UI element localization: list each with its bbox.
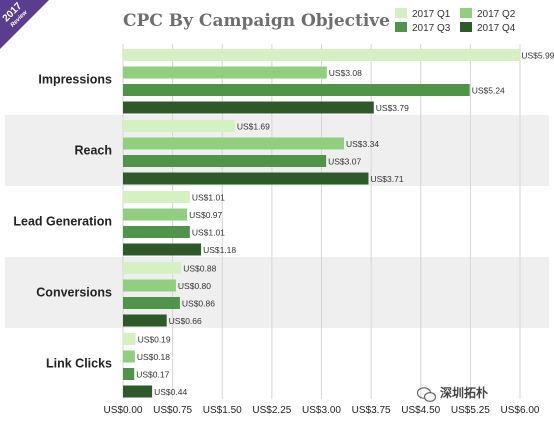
bar	[123, 137, 344, 150]
bar	[123, 101, 374, 114]
bar-value-label: US$3.34	[346, 139, 379, 149]
wechat-icon	[416, 387, 437, 403]
legend-label: 2017 Q1	[412, 9, 451, 20]
category-label: Impressions	[38, 73, 112, 87]
bar-value-label: US$5.99	[521, 51, 554, 61]
legend-label: 2017 Q4	[477, 23, 516, 34]
bar	[123, 368, 135, 380]
bar	[123, 120, 235, 132]
watermark: 深圳拓朴	[416, 385, 488, 403]
bar-value-label: US$3.08	[329, 68, 362, 78]
bar-value-label: US$0.88	[183, 264, 216, 274]
legend-label: 2017 Q2	[477, 9, 516, 20]
category-labels: Impressions Reach Lead Generation Conversio…	[13, 73, 112, 371]
corner-ribbon: 2017 Review	[0, 0, 49, 49]
bar	[123, 155, 327, 167]
bar-value-label: US$0.97	[189, 210, 222, 220]
category-label: Conversions	[36, 286, 112, 300]
bar	[123, 350, 135, 363]
bar-value-label: US$0.18	[137, 352, 170, 362]
x-tick-label: US$0.00	[104, 405, 143, 416]
legend: 2017 Q1 2017 Q2 2017 Q3 2017 Q4	[395, 8, 516, 34]
bar	[123, 243, 202, 256]
legend-swatch	[395, 22, 407, 32]
bar-value-label: US$0.44	[154, 387, 187, 397]
x-axis-ticks: US$0.00 US$0.75 US$1.50 US$2.25 US$3.00 US$3.…	[104, 405, 540, 416]
bar	[123, 66, 327, 79]
bar	[123, 191, 190, 203]
category-band	[5, 257, 549, 328]
bar-value-label: US$1.18	[203, 245, 236, 255]
category-label: Link Clicks	[46, 357, 112, 371]
bar-value-label: US$3.79	[376, 103, 409, 113]
legend-label: 2017 Q3	[412, 23, 451, 34]
bar	[123, 226, 190, 238]
legend-swatch	[460, 22, 472, 32]
bar-value-label: US$0.19	[138, 335, 171, 345]
bar-value-label: US$1.01	[192, 228, 225, 238]
watermark-text: 深圳拓朴	[440, 385, 488, 400]
bar	[123, 279, 176, 292]
bars: US$5.99 US$3.08 US$5.24 US$3.79 US$1.69 US$3.…	[123, 49, 554, 398]
x-tick-label: US$0.75	[153, 405, 192, 416]
x-tick-label: US$2.25	[252, 405, 291, 416]
category-label: Lead Generation	[13, 215, 112, 229]
legend-swatch	[460, 8, 472, 18]
bar	[123, 172, 369, 185]
x-tick-label: US$4.50	[401, 405, 440, 416]
x-tick-label: US$5.25	[451, 405, 490, 416]
category-label: Reach	[74, 144, 112, 158]
bar	[123, 333, 136, 345]
x-tick-label: US$6.00	[501, 405, 540, 416]
bar	[123, 314, 167, 327]
bar-value-label: US$3.71	[370, 174, 403, 184]
chart-title: CPC By Campaign Objective	[123, 11, 390, 31]
bar	[123, 297, 180, 309]
x-tick-label: US$3.00	[302, 405, 341, 416]
bar-value-label: US$3.07	[328, 157, 361, 167]
bar	[123, 49, 520, 61]
bar-value-label: US$0.86	[182, 299, 215, 309]
x-tick-label: US$3.75	[352, 405, 391, 416]
bar-value-label: US$0.17	[136, 370, 169, 380]
bar-value-label: US$0.66	[169, 316, 202, 326]
x-tick-label: US$1.50	[203, 405, 242, 416]
bar-value-label: US$1.01	[192, 193, 225, 203]
bar	[123, 84, 470, 96]
bar	[123, 385, 153, 398]
bar-value-label: US$5.24	[472, 86, 505, 96]
legend-swatch	[395, 8, 407, 18]
category-bands	[5, 115, 549, 328]
bar	[123, 262, 182, 274]
grid-lines	[122, 44, 521, 399]
bar	[123, 208, 188, 221]
ribbon-shape	[0, 0, 49, 49]
bar-value-label: US$1.69	[237, 122, 270, 132]
bar-value-label: US$0.80	[178, 281, 211, 291]
